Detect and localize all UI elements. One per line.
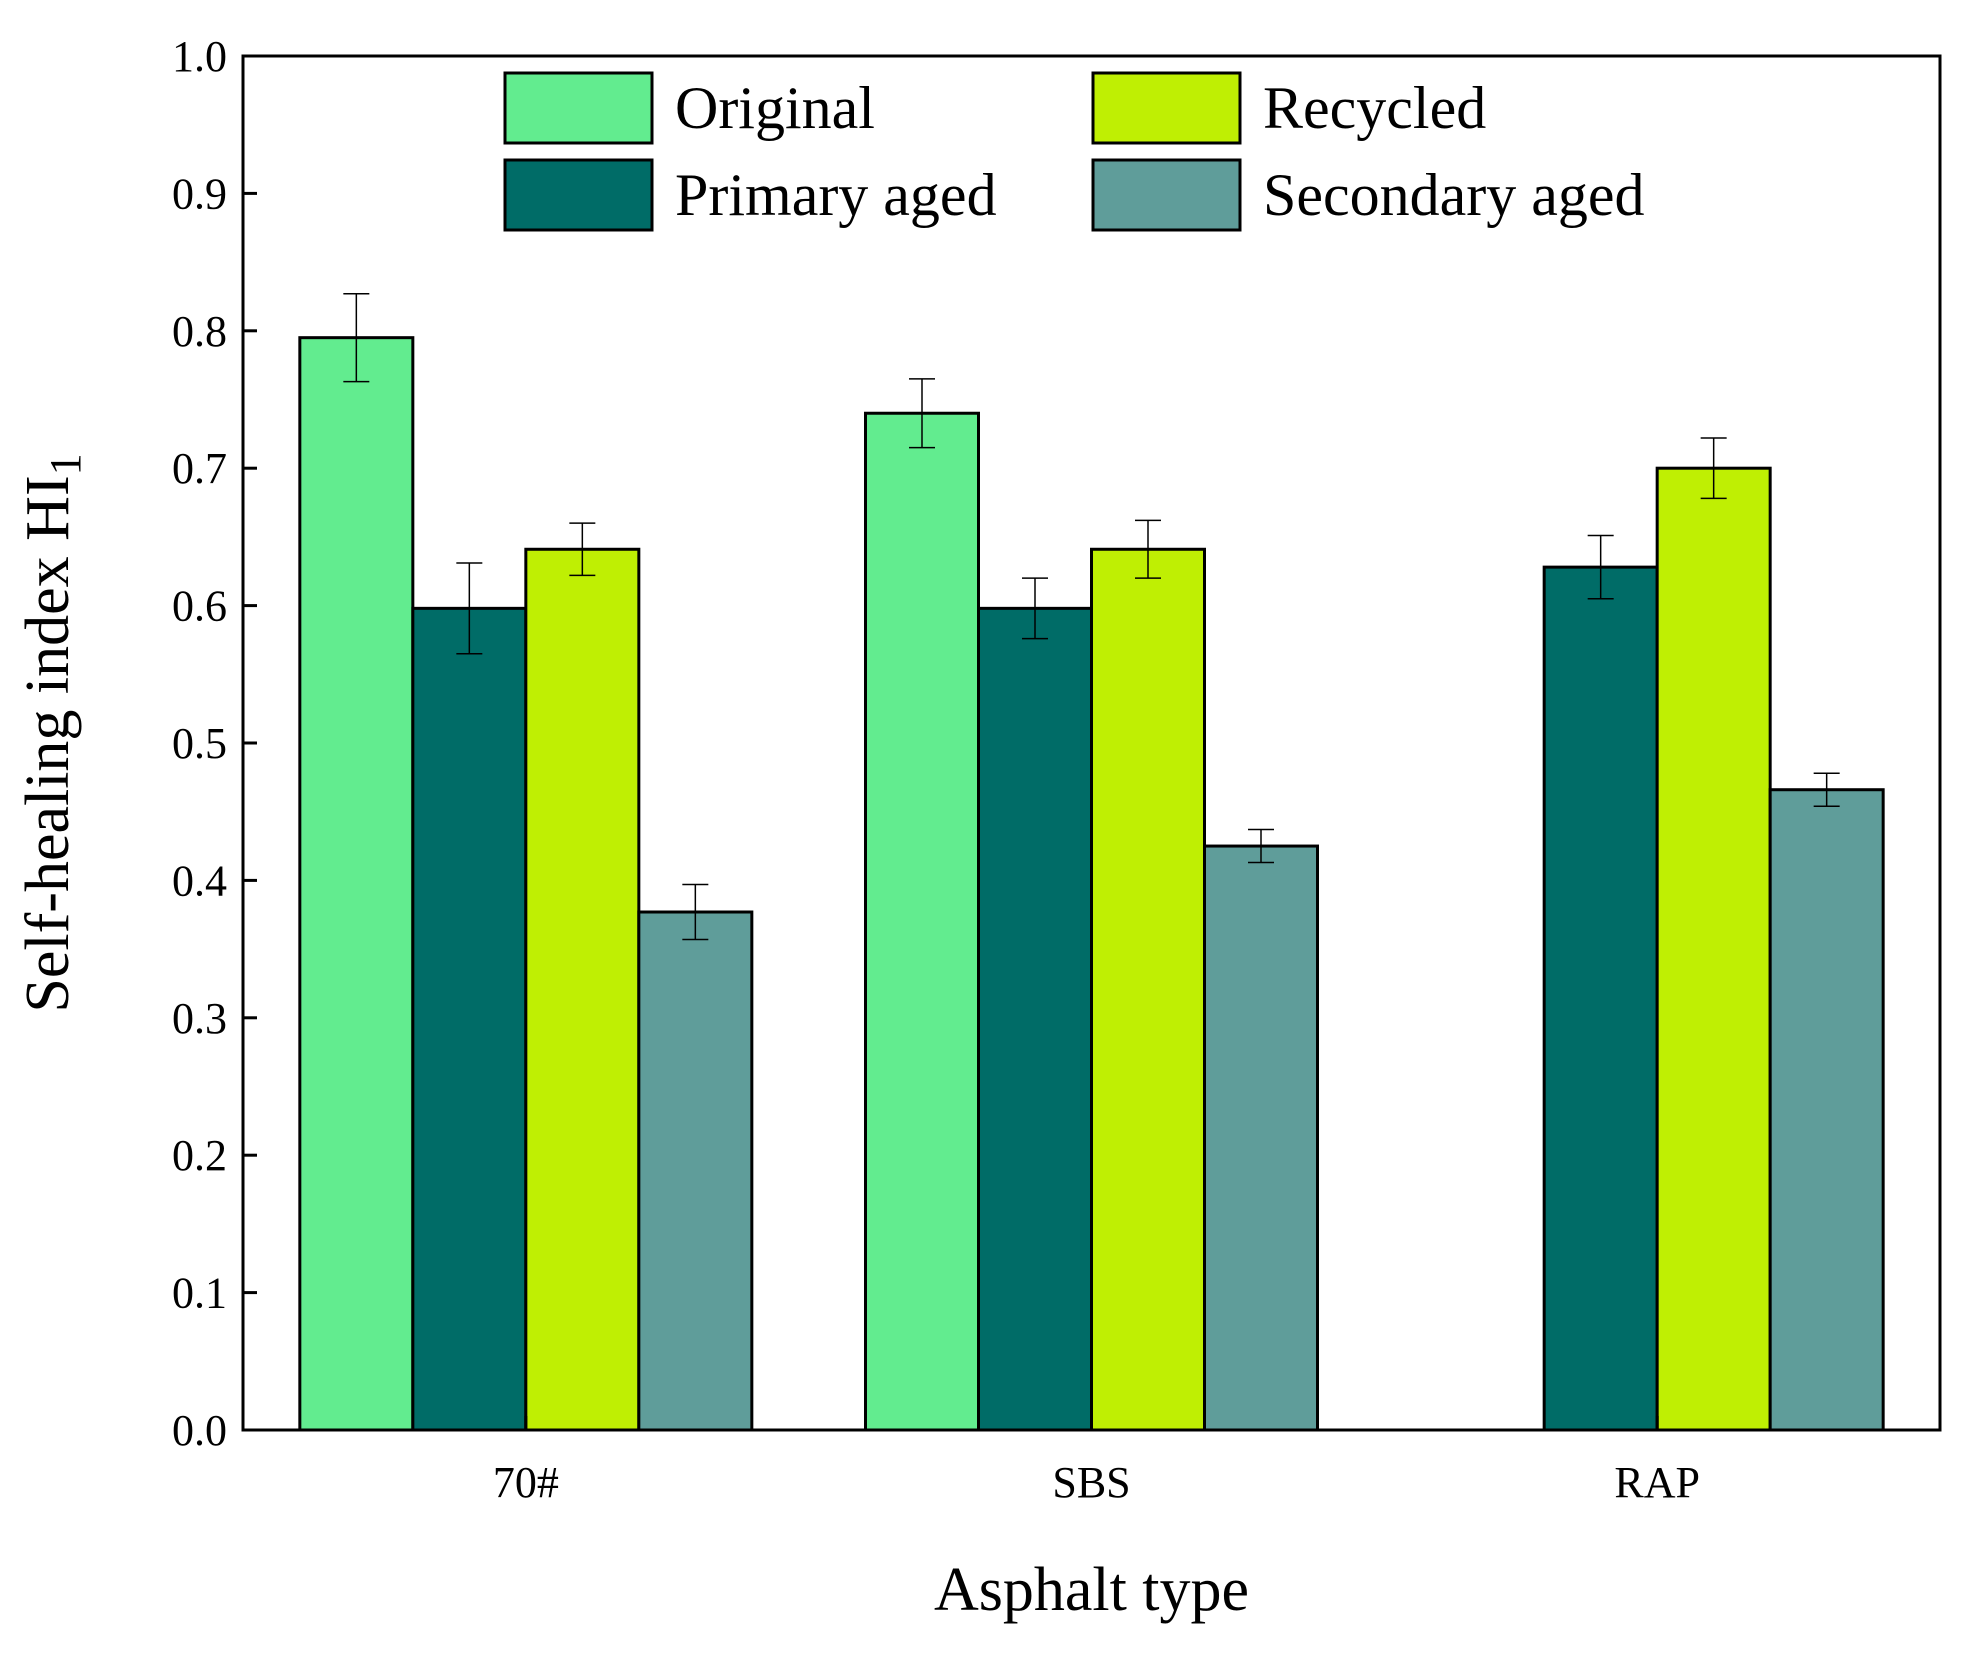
y-tick-label: 0.4 bbox=[172, 856, 227, 905]
bar bbox=[1655, 466, 1772, 1432]
legend: Original Recycled Primary aged Secondary ag… bbox=[503, 71, 1645, 232]
y-axis-title: Self-healing index HI1 bbox=[14, 453, 90, 1012]
x-tick-label: SBS bbox=[1052, 1458, 1130, 1507]
y-axis-title-subscript: 1 bbox=[41, 453, 90, 475]
y-tick-label: 0.9 bbox=[172, 169, 227, 218]
y-tick-label: 0.0 bbox=[172, 1406, 227, 1455]
y-tick-label: 0.2 bbox=[172, 1131, 227, 1180]
error-bars-layer bbox=[343, 292, 1840, 941]
x-tick-label: RAP bbox=[1614, 1458, 1700, 1507]
x-axis-title: Asphalt type bbox=[934, 1556, 1249, 1624]
legend-swatch bbox=[503, 71, 654, 145]
bar bbox=[637, 910, 754, 1432]
bar bbox=[1542, 565, 1659, 1432]
legend-label: Secondary aged bbox=[1263, 162, 1645, 228]
y-tick-label: 1.0 bbox=[172, 32, 227, 81]
y-tick-label: 0.6 bbox=[172, 582, 227, 631]
bar bbox=[298, 336, 415, 1432]
legend-swatch bbox=[1091, 158, 1242, 232]
y-tick-label: 0.5 bbox=[172, 719, 227, 768]
bar bbox=[524, 547, 641, 1432]
legend-label: Primary aged bbox=[675, 162, 997, 228]
legend-label: Original bbox=[675, 75, 875, 141]
bar bbox=[977, 606, 1093, 1432]
bar bbox=[1203, 844, 1319, 1432]
y-tick-label: 0.3 bbox=[172, 994, 227, 1043]
y-axis: 0.0 0.1 0.2 0.3 0.4 0.5 0.6 0.7 0.8 0.9 1.0 bbox=[172, 32, 257, 1455]
legend-swatch bbox=[503, 158, 654, 232]
bar bbox=[1768, 788, 1885, 1432]
legend-swatch bbox=[1091, 71, 1242, 145]
bar bbox=[1090, 547, 1206, 1432]
y-tick-label: 0.1 bbox=[172, 1269, 227, 1318]
bar bbox=[864, 411, 980, 1432]
y-axis-title-text: Self-healing index HI bbox=[14, 475, 82, 1012]
legend-label: Recycled bbox=[1263, 75, 1486, 141]
x-axis: 70# SBS RAP bbox=[493, 1416, 1700, 1507]
x-tick-label: 70# bbox=[493, 1458, 559, 1507]
y-tick-label: 0.8 bbox=[172, 307, 227, 356]
y-tick-label: 0.7 bbox=[172, 444, 227, 493]
bar bbox=[411, 606, 528, 1432]
bars-layer bbox=[298, 336, 1885, 1432]
